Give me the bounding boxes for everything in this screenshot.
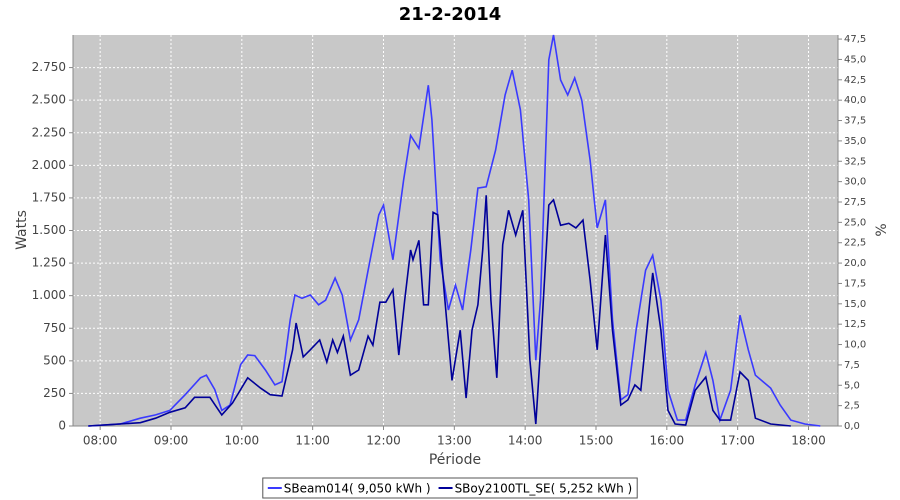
x-tick-label: 13:00 bbox=[437, 434, 472, 448]
series-line bbox=[88, 34, 821, 427]
x-tick-label: 18:00 bbox=[791, 434, 826, 448]
y-tick-label: 750 bbox=[43, 321, 66, 335]
y2-tick-label: 15,0 bbox=[844, 299, 866, 310]
legend: SBeam014( 9,050 kWh ) SBoy2100TL_SE( 5,25… bbox=[262, 477, 638, 499]
y-tick-label: 500 bbox=[43, 353, 66, 367]
y2-tick-label: 17,5 bbox=[844, 278, 866, 289]
x-tick-label: 08:00 bbox=[83, 434, 118, 448]
y2-tick-label: 35,0 bbox=[844, 136, 866, 147]
y-axis-label: Watts bbox=[14, 210, 30, 250]
x-tick-label: 10:00 bbox=[225, 434, 260, 448]
y-tick-label: 2.750 bbox=[32, 60, 66, 74]
plot-background bbox=[73, 35, 838, 426]
y2-tick-label: 7,5 bbox=[844, 360, 860, 371]
x-tick-label: 09:00 bbox=[154, 434, 189, 448]
y2-tick-label: 25,0 bbox=[844, 217, 866, 228]
x-axis-label: Période bbox=[429, 452, 481, 468]
y-tick-label: 1.250 bbox=[32, 256, 66, 270]
y2-tick-label: 30,0 bbox=[844, 177, 866, 188]
y2-tick-label: 5,0 bbox=[844, 380, 860, 391]
chart-title: 21-2-2014 bbox=[399, 4, 502, 25]
y2-tick-label: 37,5 bbox=[844, 116, 866, 127]
x-tick-label: 12:00 bbox=[366, 434, 401, 448]
y-tick-label: 0 bbox=[58, 419, 66, 433]
y-tick-label: 1.500 bbox=[32, 223, 66, 237]
series-line bbox=[88, 195, 791, 427]
y2-tick-label: 22,5 bbox=[844, 238, 866, 249]
y2-tick-label: 2,5 bbox=[844, 401, 860, 412]
legend-label: SBoy2100TL_SE( 5,252 kWh ) bbox=[455, 482, 633, 496]
y2-axis-label: % bbox=[874, 223, 890, 236]
x-tick-label: 17:00 bbox=[720, 434, 755, 448]
x-tick-label: 11:00 bbox=[295, 434, 330, 448]
y-tick-label: 1.000 bbox=[32, 288, 66, 302]
y2-tick-label: 47,5 bbox=[844, 34, 866, 45]
x-tick-label: 14:00 bbox=[508, 434, 543, 448]
y-tick-label: 250 bbox=[43, 386, 66, 400]
y-tick-label: 1.750 bbox=[32, 190, 66, 204]
y2-tick-label: 32,5 bbox=[844, 156, 866, 167]
x-tick-label: 15:00 bbox=[579, 434, 614, 448]
x-tick-label: 16:00 bbox=[650, 434, 685, 448]
y2-tick-label: 0,0 bbox=[844, 421, 860, 432]
y2-tick-label: 20,0 bbox=[844, 258, 866, 269]
y2-tick-label: 12,5 bbox=[844, 319, 866, 330]
legend-label: SBeam014( 9,050 kWh ) bbox=[284, 482, 431, 496]
y2-tick-label: 10,0 bbox=[844, 340, 866, 351]
y2-tick-label: 40,0 bbox=[844, 95, 866, 106]
y-tick-label: 2.500 bbox=[32, 93, 66, 107]
y2-tick-label: 27,5 bbox=[844, 197, 866, 208]
y-tick-label: 2.250 bbox=[32, 125, 66, 139]
y2-tick-label: 45,0 bbox=[844, 54, 866, 65]
y-tick-label: 2.000 bbox=[32, 158, 66, 172]
y2-tick-label: 42,5 bbox=[844, 75, 866, 86]
